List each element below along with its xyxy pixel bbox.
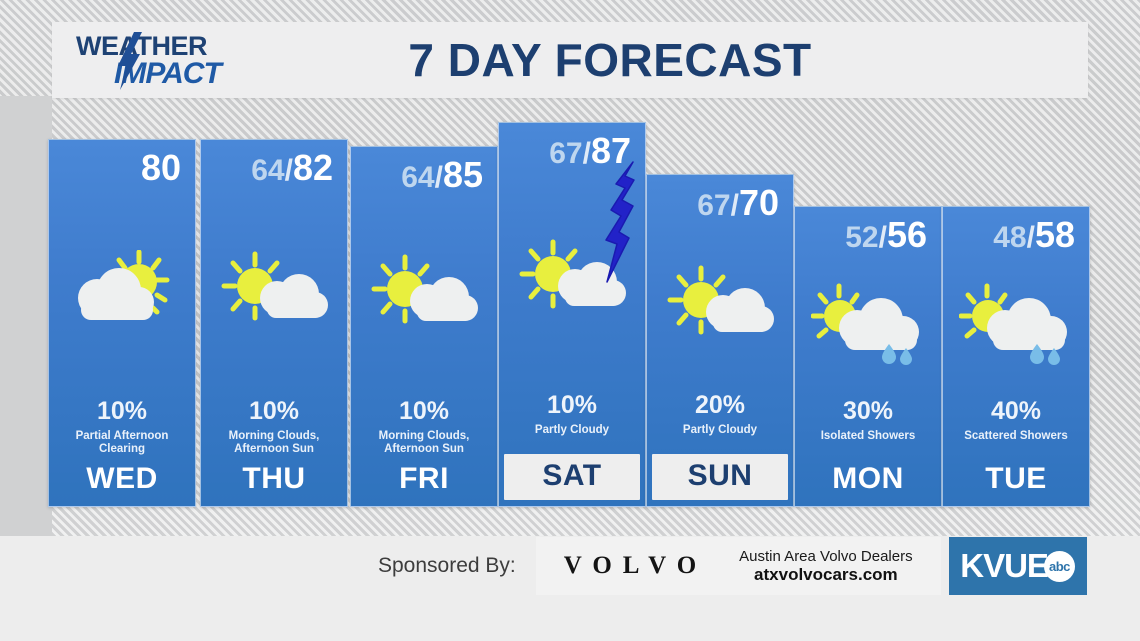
forecast-card-sat[interactable]: 67/87 10% Partly Cloudy SAT xyxy=(498,122,646,507)
day-label[interactable]: TUE xyxy=(985,462,1047,495)
temp-separator: / xyxy=(1026,221,1035,254)
day-label[interactable]: MON xyxy=(832,462,904,495)
condition-description: Morning Clouds, Afternoon Sun xyxy=(228,430,320,455)
condition-description: Partly Cloudy xyxy=(534,424,610,436)
temperature-row: 64/82 xyxy=(201,140,347,186)
day-label[interactable]: SUN xyxy=(652,454,788,500)
condition-description: Partly Cloudy xyxy=(682,424,758,436)
high-temp: 58 xyxy=(1034,214,1075,255)
kvue-call-letters: KVUE xyxy=(960,547,1049,584)
condition-description: Partial Afternoon Clearing xyxy=(75,430,169,455)
dealer-info[interactable]: Austin Area Volvo Dealers atxvolvocars.c… xyxy=(725,548,926,584)
precip-probability: 10% xyxy=(96,397,148,425)
sun-cloud-rain-icon xyxy=(795,253,941,399)
high-temp: 85 xyxy=(442,154,483,195)
temperature-row: 64/85 xyxy=(351,147,497,193)
sun-cloud-rain-icon xyxy=(943,253,1089,399)
temp-separator: / xyxy=(284,154,293,187)
temperature-row: 67/70 xyxy=(647,175,793,221)
temperature-row: 48/58 xyxy=(943,207,1089,253)
low-temp: 48 xyxy=(993,221,1027,254)
high-temp: 70 xyxy=(738,182,779,223)
low-temp: 67 xyxy=(549,137,583,170)
precip-probability: 10% xyxy=(398,397,450,425)
cloud-with-sun-behind-icon xyxy=(49,186,195,399)
volvo-logo[interactable]: VOLVO xyxy=(563,552,708,579)
high-temp: 56 xyxy=(886,214,927,255)
low-temp: 64 xyxy=(401,161,435,194)
forecast-card-thu[interactable]: 64/82 10% Morning Clouds, Afternoon Sun TH… xyxy=(200,139,348,507)
precip-probability: 10% xyxy=(546,391,598,419)
dealer-website: atxvolvocars.com xyxy=(754,565,898,584)
forecast-card-tue[interactable]: 48/58 40% Scattered Showers TUE xyxy=(942,206,1090,507)
sun-behind-cloud-icon xyxy=(647,221,793,393)
condition-description: Scattered Showers xyxy=(964,430,1068,442)
temp-separator: / xyxy=(730,189,739,222)
precip-probability: 20% xyxy=(694,391,746,419)
header-bar: WEATHER IMPACT 7 DAY FORECAST xyxy=(52,22,1088,98)
sponsor-bar: Sponsored By: VOLVO Austin Area Volvo De… xyxy=(378,535,1087,597)
sponsored-by-label: Sponsored By: xyxy=(378,554,516,577)
sponsor-plate: VOLVO Austin Area Volvo Dealers atxvolvo… xyxy=(535,537,941,595)
sun-behind-cloud-icon xyxy=(201,186,347,399)
temp-separator: / xyxy=(878,221,887,254)
abc-network-icon: abc xyxy=(1043,550,1075,582)
high-temp: 80 xyxy=(140,147,181,188)
precip-probability: 10% xyxy=(248,397,300,425)
temp-separator: / xyxy=(582,137,591,170)
sun-behind-cloud-icon xyxy=(351,193,497,399)
day-label[interactable]: SAT xyxy=(504,454,640,500)
condition-description: Isolated Showers xyxy=(820,430,916,442)
forecast-card-mon[interactable]: 52/56 30% Isolated Showers MON xyxy=(794,206,942,507)
low-temp: 67 xyxy=(697,189,731,222)
kvue-logo: KVUE abc xyxy=(948,537,1087,595)
condition-description: Morning Clouds, Afternoon Sun xyxy=(378,430,470,455)
abc-label: abc xyxy=(1048,558,1070,574)
left-plate xyxy=(0,96,52,536)
forecast-card-fri[interactable]: 64/85 10% Morning Clouds, Afternoon Sun FR… xyxy=(350,146,498,507)
day-label[interactable]: THU xyxy=(242,462,306,495)
temp-separator: / xyxy=(434,161,443,194)
day-label[interactable]: WED xyxy=(86,462,158,495)
low-temp: 64 xyxy=(251,154,285,187)
temperature-row: 52/56 xyxy=(795,207,941,253)
forecast-card-wed[interactable]: 80 10% Partial Afternoon Clearing WED xyxy=(48,139,196,507)
page-title: 7 DAY FORECAST xyxy=(408,34,812,86)
temperature-row: 80 xyxy=(49,140,195,186)
precip-probability: 30% xyxy=(842,397,894,425)
forecast-card-sun[interactable]: 67/70 20% Partly Cloudy SUN xyxy=(646,174,794,507)
sun-behind-cloud-icon xyxy=(499,169,645,393)
precip-probability: 40% xyxy=(990,397,1042,425)
dealer-name: Austin Area Volvo Dealers xyxy=(739,548,913,565)
high-temp: 82 xyxy=(292,147,333,188)
low-temp: 52 xyxy=(845,221,879,254)
high-temp: 87 xyxy=(590,130,631,171)
temperature-row: 67/87 xyxy=(499,123,645,169)
day-label[interactable]: FRI xyxy=(399,462,449,495)
